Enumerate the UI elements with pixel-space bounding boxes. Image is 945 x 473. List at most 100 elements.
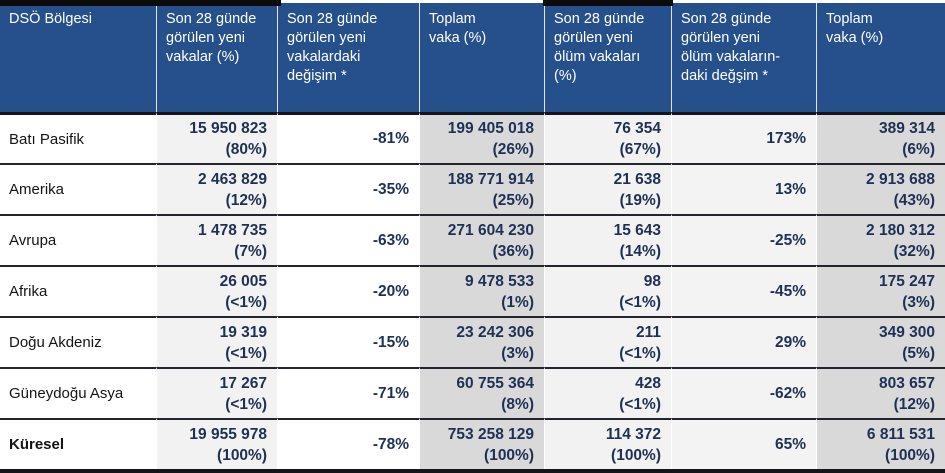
cell-region: Küresel bbox=[0, 418, 157, 469]
share-line: (5%) bbox=[902, 344, 935, 362]
share-line: (25%) bbox=[492, 191, 534, 209]
header-total-deaths: Toplam vaka (%) bbox=[817, 3, 945, 112]
value-line: 76 354 bbox=[613, 120, 661, 137]
cell-total-deaths: 2 913 688 (43%) bbox=[817, 163, 945, 214]
cell-case-change: -20% bbox=[278, 265, 420, 316]
cell-total-deaths: 803 657 (12%) bbox=[817, 367, 945, 418]
value-line: 9 478 533 bbox=[465, 272, 534, 290]
share-line: (100%) bbox=[885, 446, 935, 464]
value-line: 211 bbox=[635, 323, 661, 341]
header-case-change: Son 28 günde görülen yeni vakalardaki de… bbox=[278, 3, 420, 112]
share-line: (14%) bbox=[619, 242, 661, 260]
share-line: (<1%) bbox=[225, 293, 267, 311]
header-total-cases: Toplam vaka (%) bbox=[420, 3, 545, 112]
value-line: 271 604 230 bbox=[447, 221, 534, 239]
cell-death-change: 13% bbox=[672, 163, 817, 214]
cell-total-cases: 188 771 914 (25%) bbox=[420, 163, 545, 214]
share-line: (3%) bbox=[501, 344, 534, 362]
table-row: Güneydoğu Asya 17 267 (<1%) -71% 60 755 … bbox=[0, 367, 945, 418]
value-line: 428 bbox=[635, 374, 661, 392]
cell-new-deaths: 76 354 (67%) bbox=[545, 112, 672, 163]
cell-new-cases: 19 955 978 (100%) bbox=[157, 418, 278, 469]
table-row: Avrupa 1 478 735 (7%) -63% 271 604 230 (… bbox=[0, 214, 945, 265]
share-line: (12%) bbox=[225, 191, 267, 209]
cell-total-cases: 753 258 129 (100%) bbox=[420, 418, 545, 469]
table-row: Afrika 26 005 (<1%) -20% 9 478 533 (1%) … bbox=[0, 265, 945, 316]
cell-region: Batı Pasifik bbox=[0, 112, 157, 163]
cell-new-deaths: 428 (<1%) bbox=[545, 367, 672, 418]
share-line: (8%) bbox=[501, 395, 534, 413]
value-line: 2 180 312 bbox=[866, 221, 935, 239]
value-line: 15 643 bbox=[613, 221, 661, 239]
share-line: (<1%) bbox=[225, 344, 267, 362]
cell-new-cases: 19 319 (<1%) bbox=[157, 316, 278, 367]
share-line: (6%) bbox=[902, 141, 935, 158]
value-line: 26 005 bbox=[219, 272, 267, 290]
top-black-bar-left bbox=[0, 0, 281, 6]
cell-region: Doğu Akdeniz bbox=[0, 316, 157, 367]
value-line: 98 bbox=[643, 272, 661, 290]
value-line: 188 771 914 bbox=[447, 170, 534, 188]
cell-death-change: 29% bbox=[672, 316, 817, 367]
cell-case-change: -63% bbox=[278, 214, 420, 265]
share-line: (3%) bbox=[902, 293, 935, 311]
share-line: (36%) bbox=[492, 242, 534, 260]
value-line: 175 247 bbox=[878, 272, 935, 290]
value-line: 753 258 129 bbox=[447, 425, 534, 443]
cell-total-deaths: 2 180 312 (32%) bbox=[817, 214, 945, 265]
cell-new-deaths: 114 372 (100%) bbox=[545, 418, 672, 469]
value-line: 803 657 bbox=[878, 374, 935, 392]
value-line: 21 638 bbox=[613, 170, 661, 188]
header-death-change: Son 28 günde görülen yeni ölüm vakaların… bbox=[672, 3, 817, 112]
value-line: 15 950 823 bbox=[189, 120, 267, 137]
value-line: 19 319 bbox=[219, 323, 267, 341]
cell-new-cases: 26 005 (<1%) bbox=[157, 265, 278, 316]
cell-case-change: -71% bbox=[278, 367, 420, 418]
cell-new-deaths: 211 (<1%) bbox=[545, 316, 672, 367]
value-line: 23 242 306 bbox=[456, 323, 534, 341]
share-line: (19%) bbox=[619, 191, 661, 209]
cell-case-change: -15% bbox=[278, 316, 420, 367]
header-region: DSÖ Bölgesi bbox=[0, 3, 157, 112]
cell-new-deaths: 15 643 (14%) bbox=[545, 214, 672, 265]
cell-total-deaths: 175 247 (3%) bbox=[817, 265, 945, 316]
cell-death-change: 173% bbox=[672, 112, 817, 163]
share-line: (7%) bbox=[234, 242, 267, 260]
cell-case-change: -35% bbox=[278, 163, 420, 214]
cell-new-cases: 2 463 829 (12%) bbox=[157, 163, 278, 214]
table-row-global-total: Küresel 19 955 978 (100%) -78% 753 258 1… bbox=[0, 418, 945, 469]
cell-total-deaths: 6 811 531 (100%) bbox=[817, 418, 945, 469]
cell-death-change: -25% bbox=[672, 214, 817, 265]
cell-new-cases: 17 267 (<1%) bbox=[157, 367, 278, 418]
value-line: 349 300 bbox=[878, 323, 935, 341]
cell-region: Güneydoğu Asya bbox=[0, 367, 157, 418]
table-header-row: DSÖ Bölgesi Son 28 günde görülen yeni va… bbox=[0, 3, 945, 112]
table-row: Amerika 2 463 829 (12%) -35% 188 771 914… bbox=[0, 163, 945, 214]
cell-death-change: 65% bbox=[672, 418, 817, 469]
share-line: (<1%) bbox=[619, 293, 661, 311]
cell-region: Avrupa bbox=[0, 214, 157, 265]
cell-total-cases: 271 604 230 (36%) bbox=[420, 214, 545, 265]
share-line: (<1%) bbox=[619, 395, 661, 413]
cell-total-deaths: 349 300 (5%) bbox=[817, 316, 945, 367]
value-line: 2 463 829 bbox=[198, 170, 267, 188]
value-line: 17 267 bbox=[219, 374, 267, 392]
header-new-cases: Son 28 günde görülen yeni vakalar (%) bbox=[157, 3, 278, 112]
cell-new-deaths: 21 638 (19%) bbox=[545, 163, 672, 214]
table-row: Batı Pasifik 15 950 823 (80%) -81% 199 4… bbox=[0, 112, 945, 163]
cell-total-cases: 199 405 018 (26%) bbox=[420, 112, 545, 163]
share-line: (32%) bbox=[893, 242, 935, 260]
share-line: (12%) bbox=[893, 395, 935, 413]
share-line: (26%) bbox=[492, 141, 534, 158]
data-table: DSÖ Bölgesi Son 28 günde görülen yeni va… bbox=[0, 3, 945, 473]
cell-total-cases: 23 242 306 (3%) bbox=[420, 316, 545, 367]
cell-region: Amerika bbox=[0, 163, 157, 214]
cell-total-cases: 9 478 533 (1%) bbox=[420, 265, 545, 316]
cell-region: Afrika bbox=[0, 265, 157, 316]
cell-total-cases: 60 755 364 (8%) bbox=[420, 367, 545, 418]
table-row: Doğu Akdeniz 19 319 (<1%) -15% 23 242 30… bbox=[0, 316, 945, 367]
share-line: (100%) bbox=[484, 446, 534, 464]
value-line: 199 405 018 bbox=[447, 120, 534, 137]
cell-new-deaths: 98 (<1%) bbox=[545, 265, 672, 316]
